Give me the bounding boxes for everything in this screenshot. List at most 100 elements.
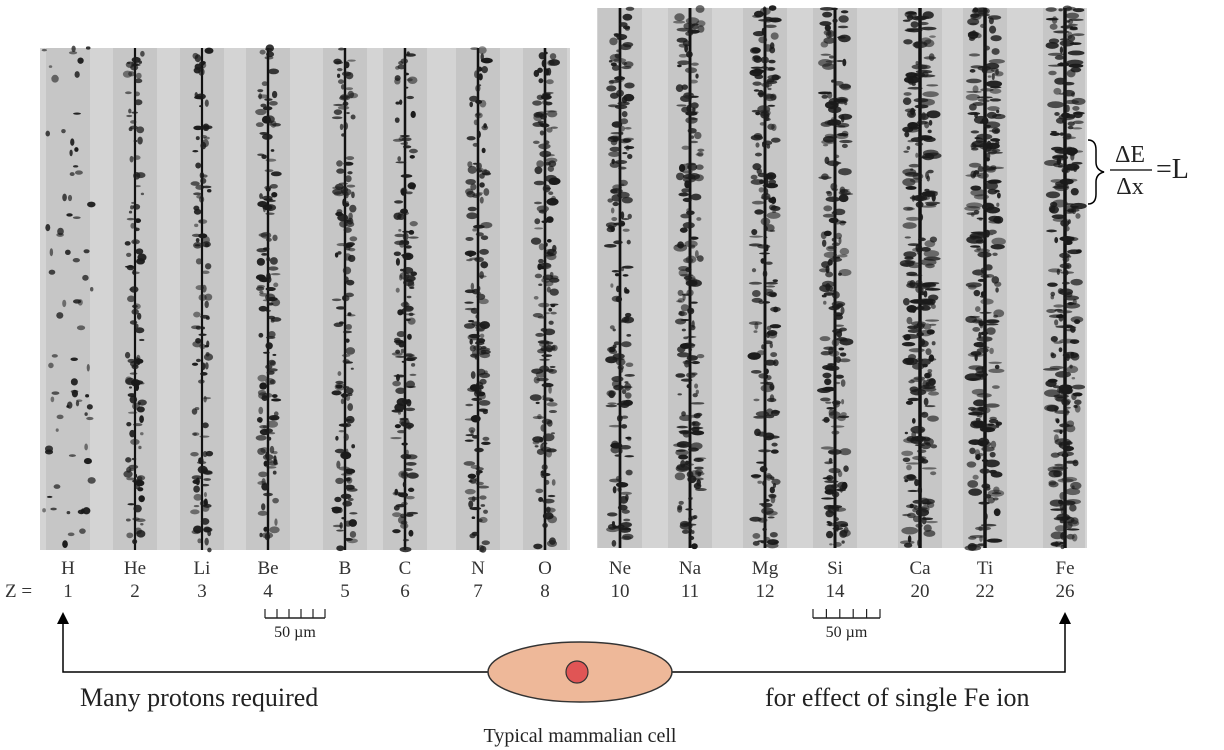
track-blob (902, 222, 917, 229)
track-blob (404, 357, 416, 362)
track-blob (764, 281, 778, 285)
track-blob (74, 71, 80, 78)
track-blob (696, 354, 705, 359)
track-blob (819, 336, 831, 342)
track-blob (193, 525, 203, 534)
track-blob (695, 488, 707, 492)
track-blob (51, 354, 58, 358)
track-blob (338, 466, 350, 471)
track-blob (402, 145, 412, 149)
track-blob (140, 192, 145, 196)
track-blob (270, 319, 275, 323)
track-blob (836, 506, 840, 512)
track-blob (978, 320, 984, 327)
track-blob (264, 98, 273, 101)
track-blob (613, 240, 623, 245)
track-blob (770, 449, 779, 454)
track-blob (1061, 452, 1069, 458)
track-blob (914, 444, 926, 447)
track-blob (71, 389, 78, 398)
track-blob (84, 412, 88, 416)
track-blob (546, 419, 553, 427)
track-blob (1049, 23, 1058, 30)
track-blob (683, 92, 694, 96)
track-blob (970, 231, 988, 235)
track-blob (768, 5, 777, 11)
track-blob (1067, 23, 1079, 27)
track-blob (203, 395, 207, 403)
track-blob (903, 150, 909, 153)
track-blob (912, 455, 927, 461)
track-blob (996, 192, 1001, 199)
track-blob (822, 364, 837, 371)
track-blob (86, 404, 93, 410)
track-blob (138, 445, 142, 450)
track-blob (271, 398, 282, 402)
track-blob (761, 192, 771, 201)
track-blob (394, 200, 404, 204)
track-blob (476, 293, 486, 300)
track-blob (481, 441, 491, 445)
track-blob (694, 466, 704, 470)
track-blob (818, 176, 832, 180)
track-blob (680, 304, 689, 312)
track-blob (89, 287, 94, 292)
track-blob (930, 471, 937, 476)
track-blob (195, 136, 200, 141)
track-blob (140, 522, 144, 526)
track-blob (973, 209, 980, 214)
track-blob (255, 108, 267, 116)
track-blob (903, 206, 914, 211)
track-blob (920, 26, 937, 31)
track-blob (405, 449, 409, 456)
track-blob (347, 171, 353, 175)
track-blob (535, 332, 545, 337)
track-blob (405, 245, 412, 249)
track-blob (474, 70, 480, 79)
track-blob (265, 309, 272, 312)
track-blob (1054, 237, 1059, 244)
track-blob (620, 424, 628, 429)
track-blob (266, 420, 279, 428)
track-blob (401, 360, 406, 363)
track-blob (270, 171, 282, 177)
track-blob (965, 282, 982, 288)
track-blob (67, 401, 73, 409)
track-blob (544, 242, 548, 247)
track-blob (201, 60, 206, 65)
track-blob (131, 271, 140, 275)
track-blob (541, 464, 548, 471)
track-blob (902, 19, 911, 22)
track-blob (822, 372, 832, 379)
track-blob (1043, 389, 1061, 398)
track-blob (835, 132, 849, 140)
track-blob (764, 368, 769, 375)
track-blob (825, 401, 832, 404)
track-blob (545, 506, 551, 513)
track-blob (984, 62, 1000, 70)
track-blob (752, 356, 758, 360)
track-blob (989, 347, 994, 355)
track-blob (474, 112, 483, 119)
track-blob (125, 518, 131, 522)
track-blob (406, 276, 417, 281)
track-blob (979, 468, 990, 474)
track-blob (201, 185, 212, 189)
track-blob (624, 374, 635, 377)
track-blob (399, 546, 412, 553)
track-blob (918, 213, 924, 221)
track-blob (830, 425, 845, 428)
track-blob (539, 262, 552, 270)
track-blob (835, 524, 839, 532)
z-value: 14 (826, 581, 846, 602)
track-blob (828, 305, 840, 311)
track-blob (975, 239, 984, 244)
track-blob (202, 470, 213, 475)
track-blob (263, 463, 269, 467)
track-blob (549, 288, 559, 296)
track-blob (258, 305, 268, 312)
track-blob (1054, 395, 1065, 402)
track-blob (838, 194, 849, 203)
track-blob (1067, 249, 1082, 255)
track-blob (49, 248, 54, 257)
